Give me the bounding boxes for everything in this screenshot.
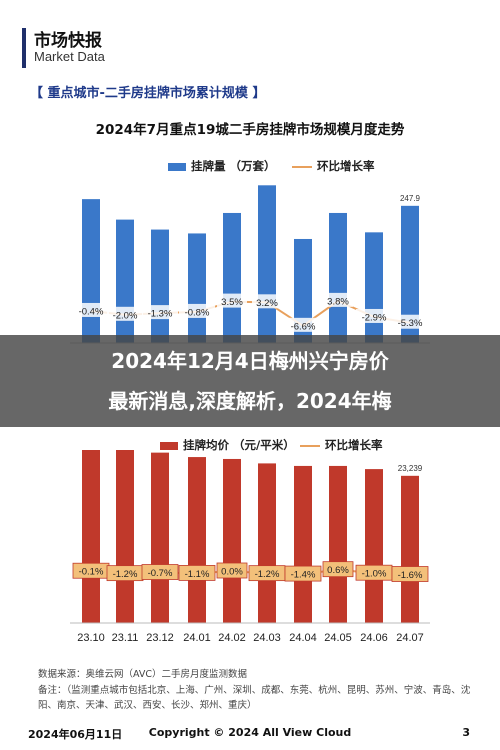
- x-tick-label: 24.03: [253, 632, 281, 644]
- growth-rate-label: -0.8%: [185, 307, 210, 318]
- bar-23.12: [151, 452, 169, 623]
- growth-rate-label: 3.5%: [221, 297, 243, 308]
- x-tick-label: 23.10: [77, 632, 105, 644]
- growth-rate-label: -0.7%: [148, 568, 173, 579]
- bar-24.02: [223, 212, 241, 343]
- growth-label-box: [178, 565, 216, 581]
- chart1-plot: 247.9 -0.4% -2.0% -1.3% -0.8% 3.5% 3.2% -6.6% 3.…: [70, 185, 430, 344]
- x-tick-label: 23.11: [112, 632, 139, 644]
- growth-rate-label: -0.4%: [79, 306, 104, 317]
- bar-value-label: 23,239: [398, 464, 423, 473]
- x-tick-label: 23.12: [146, 632, 174, 644]
- bar-24.07: [401, 205, 419, 343]
- growth-label-box: [391, 566, 429, 582]
- chart1-title: 2024年7月重点19城二手房挂牌市场规模月度走势: [95, 122, 405, 138]
- growth-label-box: [322, 561, 354, 578]
- growth-label-bg: [107, 306, 143, 321]
- growth-rate-label: -2.9%: [362, 312, 387, 323]
- legend-bar-label: 挂牌量 （万套）: [191, 159, 276, 173]
- growth-label-bg: [217, 293, 247, 308]
- legend-bar-swatch: [168, 162, 186, 171]
- chart2-legend: 挂牌均价 （元/平米） 环比增长率: [0, 437, 500, 453]
- section-title: 【 重点城市-二手房挂牌市场累计规模 】: [30, 86, 266, 101]
- growth-rate-label: -0.1%: [79, 567, 104, 578]
- x-tick-label: 24.07: [396, 632, 424, 644]
- header-accent-bar: [22, 28, 26, 68]
- growth-rate-label: -2.0%: [113, 310, 138, 321]
- data-note: 备注：（监测重点城市包括北京、上海、广州、深圳、成都、东莞、杭州、昆明、苏州、宁…: [38, 685, 471, 711]
- bar-23.11: [116, 450, 134, 623]
- legend-line-label: 环比增长率: [325, 438, 383, 452]
- legend-bar-label: 挂牌均价 （元/平米）: [183, 438, 295, 452]
- growth-rate-label: -5.3%: [398, 318, 423, 329]
- report-date: 2024年06月11日: [28, 728, 123, 741]
- chart1-legend: 挂牌量 （万套） 环比增长率: [0, 158, 500, 174]
- bar-23.10: [82, 450, 100, 623]
- x-tick-label: 24.01: [183, 632, 211, 644]
- header-title: 市场快报: [34, 31, 102, 51]
- chart1-legend-bar: 挂牌量 （万套）: [168, 158, 276, 174]
- growth-rate-label: -6.6%: [291, 321, 316, 332]
- legend-line-swatch: [292, 165, 312, 168]
- data-source: 数据来源：奥维云网（AVC）二手房月度监测数据: [38, 669, 248, 680]
- chart1-legend-line: 环比增长率: [292, 158, 375, 174]
- growth-rate-label: -1.1%: [185, 569, 210, 580]
- chart2-plot: 23,239 -0.1% -1.2% -0.7% -1.1% 0.0% -1.2% -1.4%…: [70, 450, 430, 644]
- chart2-legend-bar: 挂牌均价 （元/平米）: [160, 437, 295, 453]
- growth-rate-label: 3.2%: [256, 298, 278, 309]
- growth-label-box: [216, 562, 248, 579]
- bar-24.01: [188, 233, 206, 343]
- bar-24.02: [223, 458, 241, 623]
- growth-rate-label: 0.0%: [221, 567, 243, 578]
- header-subtitle: Market Data: [34, 49, 105, 64]
- page-number: 3: [462, 726, 470, 739]
- growth-label-box: [284, 565, 322, 582]
- growth-label-bg: [323, 292, 353, 307]
- legend-line-swatch: [300, 444, 320, 447]
- bar-value-label: 247.9: [400, 194, 421, 203]
- bar-23.12: [151, 229, 169, 343]
- bar-24.03: [258, 185, 276, 343]
- growth-rate-label: -1.3%: [148, 309, 173, 320]
- bar-24.01: [188, 457, 206, 623]
- growth-label-bg: [179, 303, 215, 318]
- growth-rate-label: -1.6%: [398, 570, 423, 581]
- growth-label-bg: [142, 305, 178, 320]
- copyright: Copyright © 2024 All View Cloud: [148, 726, 352, 739]
- bar-23.10: [82, 199, 100, 343]
- growth-label-bg: [252, 294, 282, 309]
- x-tick-label: 24.06: [360, 632, 388, 644]
- bar-24.06: [365, 232, 383, 343]
- banner-headline-line2: 最新消息,深度解析，2024年梅: [108, 389, 392, 413]
- bar-24.05: [329, 212, 347, 343]
- bar-24.03: [258, 463, 276, 623]
- bar-24.07: [401, 475, 419, 623]
- bar-24.04: [294, 465, 312, 623]
- overlay-banner[interactable]: 2024年12月4日梅州兴宁房价 最新消息,深度解析，2024年梅: [0, 335, 500, 427]
- chart2-legend-line: 环比增长率: [300, 437, 383, 453]
- growth-label-bg: [392, 314, 428, 329]
- bar-24.05: [329, 465, 347, 623]
- growth-label-bg: [73, 302, 109, 317]
- bar-24.06: [365, 469, 383, 623]
- growth-rate-label: -1.2%: [255, 569, 280, 580]
- legend-bar-swatch: [160, 441, 178, 450]
- x-tick-label: 24.05: [324, 632, 352, 644]
- growth-label-bg: [356, 308, 392, 323]
- x-tick-label: 24.02: [218, 632, 246, 644]
- growth-rate-label: -1.0%: [362, 569, 387, 580]
- page-footer: 2024年06月11日 Copyright © 2024 All View Cl…: [0, 720, 500, 750]
- growth-rate-label: -1.4%: [291, 570, 316, 581]
- growth-label-bg: [285, 317, 321, 332]
- banner-headline-line1: 2024年12月4日梅州兴宁房价: [111, 349, 389, 373]
- growth-rate-label: 0.6%: [327, 565, 349, 576]
- bar-24.04: [294, 238, 312, 343]
- growth-label-box: [141, 564, 179, 580]
- x-tick-label: 24.04: [289, 632, 317, 644]
- growth-rate-label: -1.2%: [113, 569, 138, 580]
- growth-rate-label: 3.8%: [327, 296, 349, 307]
- bar-23.11: [116, 219, 134, 343]
- legend-line-label: 环比增长率: [317, 159, 375, 173]
